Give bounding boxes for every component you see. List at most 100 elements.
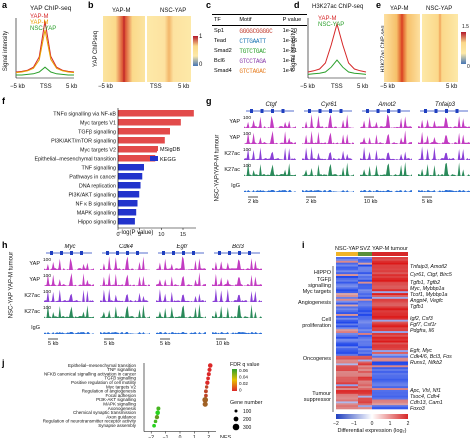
heatmap-cell: [336, 372, 358, 376]
heatmap-cell: [336, 314, 358, 317]
bar-label-7: Pathways in cancer: [69, 175, 116, 181]
gene-exon: [260, 109, 264, 113]
legend-a-2: NSC-YAP: [30, 26, 57, 32]
heatmap-cell: [372, 372, 408, 376]
heatmap-cell: [372, 363, 408, 366]
heatmap-cell: [336, 321, 358, 324]
heatmap-cell: [372, 323, 408, 326]
bar-label-12: Hippo signalling: [78, 220, 116, 226]
heatmap-cell: [372, 270, 408, 273]
heatmap-cell: [336, 331, 358, 334]
heatmap-cell: [372, 340, 408, 343]
scale-tick-1: −1: [351, 421, 357, 427]
heatmap-cell: [336, 399, 358, 402]
heatmap-cell: [336, 268, 358, 271]
panel-f-letter: f: [2, 96, 5, 106]
dot-11: [155, 410, 160, 416]
series-line-1: [307, 59, 367, 75]
gene-exon: [218, 251, 221, 255]
track-scale-2: 100: [243, 147, 251, 153]
heatmap-cell: [372, 338, 408, 341]
heatmap-cell: [358, 357, 372, 360]
heatmap-cell: [358, 359, 372, 362]
heatmap-cell: [372, 321, 408, 324]
heatmap-cell: [372, 380, 408, 383]
gene-exon: [376, 109, 380, 113]
heatmap-cell: [336, 325, 358, 328]
x-tick-label: −2: [148, 435, 154, 438]
left-label-2: Myc targets: [303, 289, 332, 295]
heatmap-cell: [372, 295, 408, 298]
signal-track: [100, 256, 150, 270]
x-tick-label: 10: [158, 232, 164, 238]
left-label-line: proliferation: [302, 323, 331, 329]
bar-label-3: PI3K/AKT/mTOR signalling: [51, 139, 116, 145]
heatmap-cell: [358, 302, 372, 305]
panel-d-xtick-0: −5 kb: [300, 84, 315, 90]
heatmap-cell: [372, 388, 408, 391]
pathway-label-13: Regulation of neurotransmitter receptor …: [43, 419, 137, 424]
track-label-1: YAP: [29, 277, 40, 283]
heatmap-cell: [372, 346, 408, 349]
right-label-10: Egfr, Myc: [410, 348, 432, 354]
bar-0: [118, 110, 194, 117]
scale-bar-label-2: 5 kb: [160, 341, 170, 347]
signal-track: [100, 304, 150, 318]
right-label-12: Runx1, Nfkb2: [410, 360, 442, 366]
heatmap-cell: [336, 401, 358, 404]
heatmap-cell: [372, 397, 408, 400]
heatmap-cell: [358, 291, 372, 294]
column-header-bar-0: [336, 252, 358, 256]
track-label-4: IgG: [31, 325, 40, 331]
heatmap-cell: [336, 393, 358, 396]
heatmap-cell: [336, 300, 358, 303]
gene-exon: [238, 251, 241, 255]
gene-exon: [318, 109, 322, 113]
heatmap-cell: [358, 391, 372, 395]
heatmap-cell: [358, 329, 372, 332]
heatmap-cell: [372, 293, 408, 296]
left-label-5: Oncogenes: [303, 356, 331, 362]
heatmap-cell: [372, 371, 408, 374]
gene-exon: [116, 251, 119, 255]
heatmap-cell: [372, 393, 408, 396]
heatmap-cell: [372, 298, 408, 301]
size-legend-dot-1: [233, 416, 239, 422]
heatmap-cell: [372, 266, 408, 269]
signal-track: [100, 288, 150, 302]
heatmap-cell: [372, 405, 408, 408]
heatmap-cell: [372, 315, 408, 319]
right-label-6: Tgfb1: [410, 304, 424, 310]
signal-track: [302, 114, 354, 128]
heatmap-cell: [336, 397, 358, 400]
left-label-6: Tumour suppressor: [304, 391, 331, 403]
heatmap-cell: [372, 312, 408, 315]
heatmap-cell: [336, 329, 358, 332]
signal-track: [100, 272, 150, 286]
bar-label-11: MAPK signalling: [77, 211, 116, 217]
heatmap-cell: [336, 260, 358, 263]
heatmap-cell: [372, 365, 408, 368]
track-label-2: K27ac: [224, 151, 240, 157]
bar-label-5: Epithelial–mesenchymal transition: [35, 157, 117, 163]
heatmap-cell: [358, 327, 372, 330]
gene-exon: [308, 109, 311, 113]
heatmap-cell: [358, 340, 372, 343]
heatmap-cell: [358, 276, 372, 279]
signal-track: [212, 288, 262, 302]
legend-kegg: KEGG: [160, 157, 176, 163]
heatmap-cell: [372, 355, 408, 358]
heatmap-cell: [358, 312, 372, 315]
signal-track: [302, 162, 354, 176]
heatmap-cell: [336, 327, 358, 330]
heatmap-cell: [358, 386, 372, 389]
heatmap-cell: [372, 334, 408, 338]
track-scale-0: 100: [43, 257, 51, 263]
heatmap-cell: [336, 302, 358, 305]
heatmap-cell: [336, 340, 358, 343]
heatmap-cell: [358, 336, 372, 339]
right-label-11: Cdk4/6, Bcl3, Fos: [410, 354, 452, 360]
gene-name-0: Ctgf: [265, 102, 277, 108]
gene-exon: [182, 251, 185, 255]
heatmap-cell: [372, 319, 408, 322]
